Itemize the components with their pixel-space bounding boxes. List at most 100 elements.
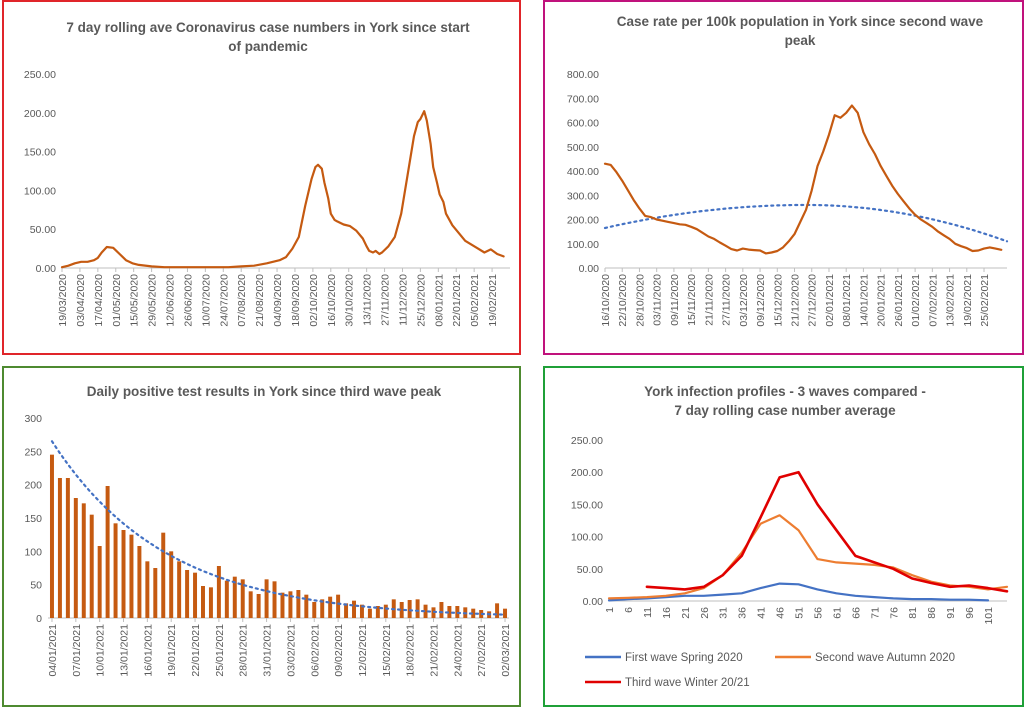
x-tick-label: 25/12/2020 [415, 274, 427, 327]
series-line [607, 582, 990, 602]
legend-label: Second wave Autumn 2020 [815, 652, 955, 664]
bar [193, 572, 198, 618]
y-tick-label: 100.00 [571, 532, 603, 544]
bar [415, 599, 420, 618]
bar [439, 602, 444, 618]
x-tick-label: 24/02/2021 [452, 624, 464, 677]
y-tick-label: 0.00 [36, 263, 57, 275]
y-tick-label: 200 [24, 480, 42, 492]
x-tick-label: 36 [737, 607, 749, 619]
x-tick-label: 19/02/2021 [487, 274, 499, 327]
y-tick-label: 200.00 [567, 215, 599, 227]
x-tick-label: 51 [794, 607, 806, 619]
chart-panel-case-rate: 0.00 100.00 200.00 300.00 400.00 500.00 600.00… [543, 0, 1024, 355]
x-tick-label: 18/09/2020 [290, 274, 302, 327]
x-tick-label: 01/02/2021 [910, 274, 922, 327]
bar [423, 604, 428, 618]
bar [232, 576, 237, 618]
y-tick-label: 400.00 [567, 166, 599, 178]
trend-line [50, 440, 507, 616]
y-tick-label: 250.00 [571, 435, 603, 447]
bar [185, 570, 190, 618]
x-tick-label: 61 [831, 607, 843, 619]
x-tick-label: 02/10/2020 [308, 274, 320, 327]
x-tick-label: 10/07/2020 [200, 274, 212, 327]
y-tick-label: 800.00 [567, 69, 599, 81]
chart4-svg: 0.00 50.00 100.00 150.00 200.00 250.00 York in… [571, 384, 1009, 689]
x-tick-label: 17/04/2020 [93, 274, 105, 327]
bar [169, 551, 174, 618]
x-tick-label: 13/02/2021 [945, 274, 957, 327]
x-tick-label: 19/01/2021 [166, 624, 178, 677]
bar [129, 534, 134, 618]
bar [57, 478, 62, 618]
x-tick-label: 16 [661, 607, 673, 619]
bar [328, 596, 333, 618]
x-tick-label: 41 [756, 607, 768, 619]
x-tick-label: 13/01/2021 [119, 624, 131, 677]
x-tick-label: 19/02/2021 [962, 274, 974, 327]
y-tick-label: 50.00 [30, 224, 56, 236]
bar [455, 606, 460, 618]
x-tick-label: 96 [964, 607, 976, 619]
chart-panel-three-waves: 0.00 50.00 100.00 150.00 200.00 250.00 York in… [543, 366, 1024, 707]
bar [320, 599, 325, 618]
x-tick-label: 27/11/2020 [721, 274, 733, 326]
bar [137, 546, 142, 618]
x-tick-label: 16/10/2020 [600, 274, 612, 327]
y-tick-label: 150.00 [24, 147, 56, 159]
bar [105, 486, 110, 618]
x-tick-label: 101 [983, 607, 995, 625]
x-tick-label: 25/02/2021 [979, 274, 991, 327]
x-tick-label: 03/02/2021 [285, 624, 297, 677]
y-tick-label: 150.00 [571, 499, 603, 511]
bar [81, 503, 86, 618]
x-tick-label: 22/01/2021 [190, 624, 202, 677]
x-tick-label: 81 [907, 607, 919, 619]
bar [201, 586, 205, 618]
x-tick-label: 04/01/2021 [47, 624, 59, 677]
bar [399, 602, 404, 618]
x-tick-label: 26/06/2020 [182, 274, 194, 327]
bar [97, 546, 102, 618]
y-tick-label: 300.00 [567, 190, 599, 202]
y-tick-label: 0 [36, 613, 42, 625]
series-line [645, 470, 1009, 593]
bar [113, 523, 118, 618]
bar [312, 602, 317, 618]
y-tick-label: 600.00 [567, 118, 599, 130]
y-tick-label: 700.00 [567, 93, 599, 105]
bar [240, 579, 245, 618]
x-tick-label: 16/01/2021 [142, 624, 154, 677]
x-tick-label: 19/03/2020 [57, 274, 69, 327]
x-tick-label: 04/09/2020 [272, 274, 284, 327]
x-tick-label: 16/10/2020 [326, 274, 338, 327]
bar [89, 514, 94, 618]
bar [256, 594, 261, 618]
y-tick-label: 100.00 [567, 239, 599, 251]
chart-title: Case rate per 100k population in York si… [617, 14, 984, 29]
x-tick-label: 28/01/2021 [238, 624, 250, 677]
bar [177, 561, 182, 618]
legend-label: First wave Spring 2020 [625, 652, 743, 664]
x-tick-label: 07/08/2020 [236, 274, 248, 327]
x-tick-label: 29/05/2020 [147, 274, 159, 327]
x-tick-label: 22/01/2021 [451, 274, 463, 327]
bar [73, 498, 78, 618]
chart-title: of pandemic [228, 39, 308, 54]
bar [352, 600, 356, 618]
bar [359, 604, 364, 618]
case-line [60, 110, 505, 269]
y-tick-label: 0.00 [579, 263, 600, 275]
chart-panel-daily-positive: 0 50 100 150 200 250 300 Daily positive test re… [2, 366, 521, 707]
x-tick-label: 26 [699, 607, 711, 619]
x-tick-label: 02/03/2021 [500, 624, 512, 677]
bar [145, 561, 150, 618]
x-tick-label: 21/11/2020 [703, 274, 715, 326]
x-tick-label: 6 [623, 607, 635, 613]
x-tick-label: 07/02/2021 [927, 274, 939, 327]
y-tick-label: 250.00 [24, 69, 56, 81]
x-tick-label: 03/04/2020 [75, 274, 87, 327]
bar [447, 606, 452, 618]
rate-line [603, 104, 1003, 255]
